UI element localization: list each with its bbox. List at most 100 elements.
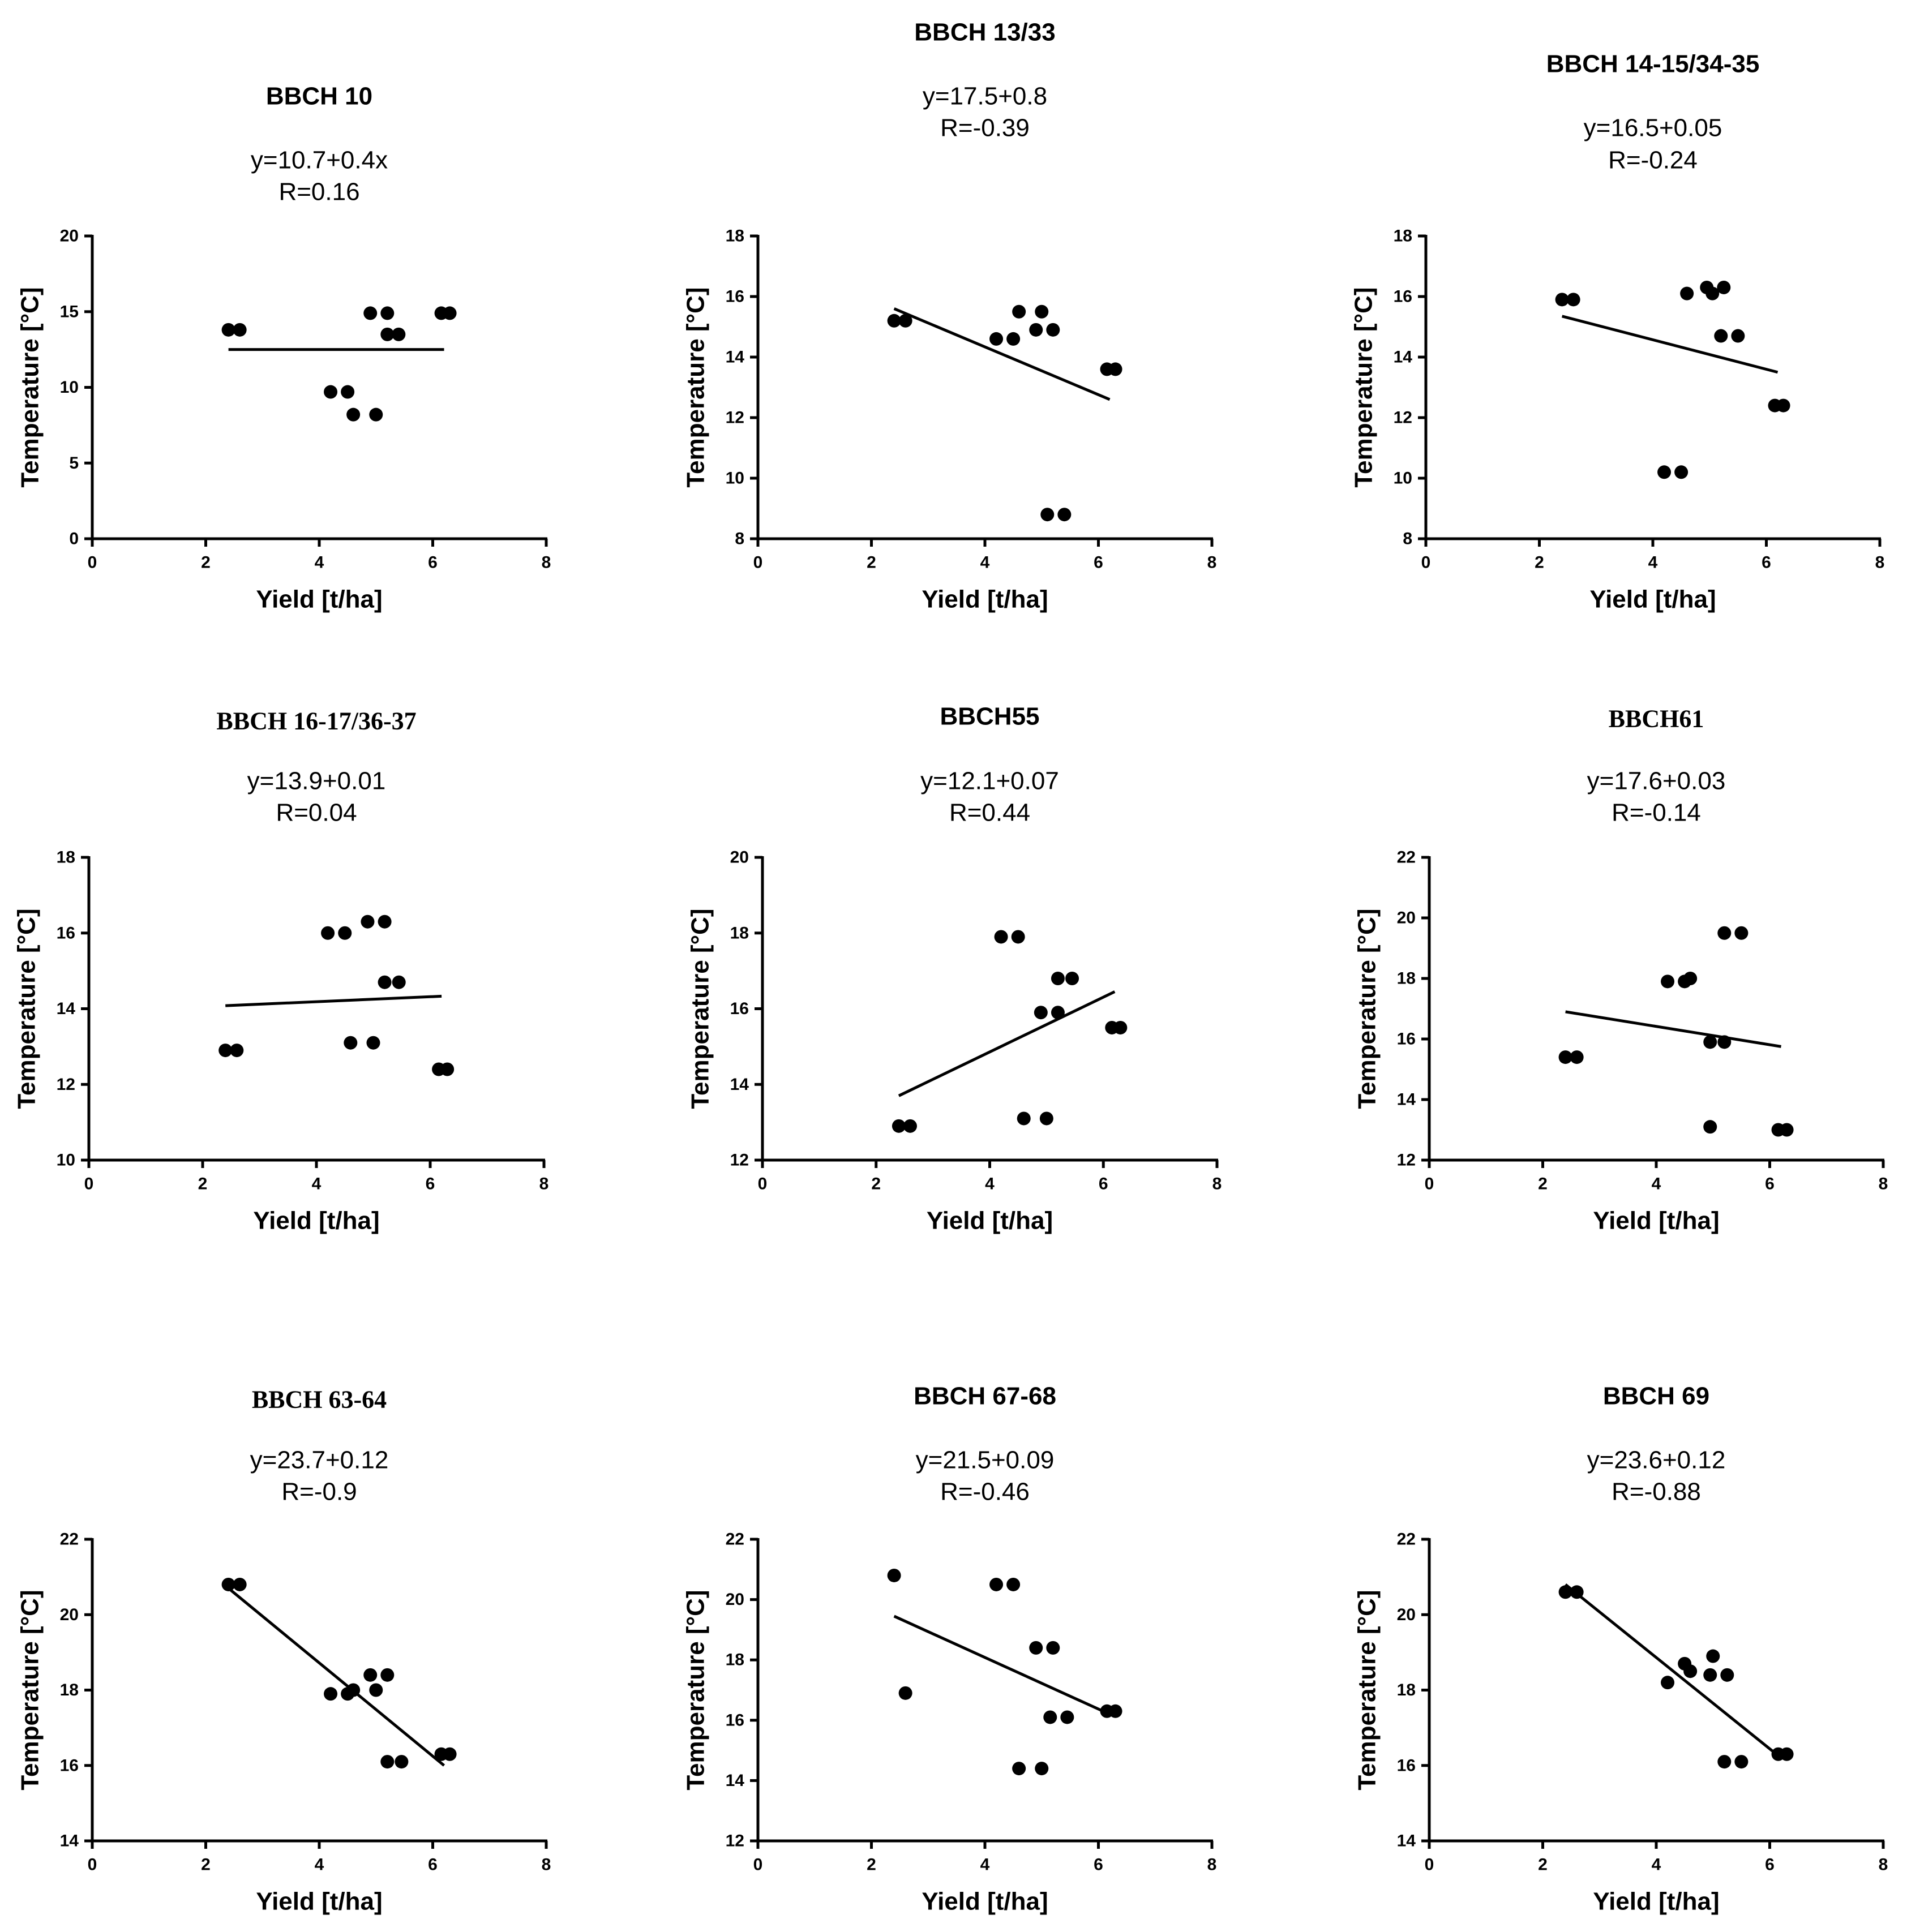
data-point xyxy=(392,327,406,341)
correlation-label: R=0.16 xyxy=(278,178,359,206)
x-axis-title: Yield [t/ha] xyxy=(256,1888,382,1916)
data-point xyxy=(380,1755,395,1769)
x-tick-label: 6 xyxy=(428,553,438,572)
y-tick-label: 16 xyxy=(730,999,749,1018)
y-tick-label: 16 xyxy=(60,1756,79,1775)
x-tick-label: 4 xyxy=(980,1856,990,1874)
data-point xyxy=(1717,926,1732,940)
x-tick-label: 4 xyxy=(312,1175,322,1193)
y-axis-title: Temperature [°C] xyxy=(1353,908,1381,1109)
regression-equation: y=17.5+0.8 xyxy=(923,83,1047,110)
x-tick-label: 2 xyxy=(198,1175,208,1193)
data-point xyxy=(221,323,235,337)
correlation-label: R=-0.46 xyxy=(940,1478,1030,1506)
chart-panel-7: BBCH 63-64 y=23.7+0.12 R=-0.9 0 2 4 6 8 14 16 18 20… xyxy=(16,1386,551,1916)
data-point xyxy=(994,930,1008,944)
y-tick-label: 5 xyxy=(69,454,79,473)
chart-panel-3: BBCH 14-15/34-35 y=16.5+0.05 R=-0.24 0 2 4 6 8 8… xyxy=(1350,50,1885,613)
data-point xyxy=(1558,1585,1572,1599)
y-tick-label: 0 xyxy=(69,530,79,548)
x-tick-label: 8 xyxy=(1212,1175,1222,1193)
data-point xyxy=(380,306,395,320)
y-axis-title: Temperature [°C] xyxy=(16,1590,44,1790)
x-tick-label: 2 xyxy=(201,1856,211,1874)
data-point xyxy=(1720,1668,1734,1682)
data-point xyxy=(1012,304,1026,319)
data-point xyxy=(887,1568,901,1582)
y-tick-label: 12 xyxy=(730,1151,749,1170)
y-tick-label: 20 xyxy=(730,848,749,867)
y-tick-label: 22 xyxy=(60,1530,79,1549)
chart-title: BBCH 16-17/36-37 xyxy=(216,707,416,735)
y-tick-label: 10 xyxy=(726,469,744,488)
data-point xyxy=(1043,1710,1057,1724)
data-point xyxy=(1683,1664,1698,1678)
data-point xyxy=(324,385,338,399)
data-point xyxy=(1017,1111,1031,1126)
chart-panel-2: BBCH 13/33 y=17.5+0.8 R=-0.39 0 2 4 6 8 8 10 12 14 1… xyxy=(682,19,1217,613)
y-axis-title: Temperature [°C] xyxy=(1353,1590,1381,1790)
x-tick-label: 0 xyxy=(753,553,763,572)
y-axis-title: Temperature [°C] xyxy=(682,1590,710,1790)
y-tick-label: 14 xyxy=(726,348,745,367)
x-tick-label: 0 xyxy=(1425,1175,1434,1193)
x-tick-label: 0 xyxy=(753,1856,763,1874)
x-axis-title: Yield [t/ha] xyxy=(922,586,1048,613)
x-tick-label: 6 xyxy=(1094,1856,1103,1874)
correlation-label: R=-0.9 xyxy=(281,1478,357,1506)
y-tick-label: 15 xyxy=(60,302,79,321)
y-tick-label: 18 xyxy=(60,1681,79,1699)
data-point xyxy=(1661,1676,1675,1690)
y-tick-label: 18 xyxy=(730,924,749,942)
y-tick-label: 18 xyxy=(1397,1681,1416,1699)
data-point xyxy=(1029,1641,1043,1655)
x-tick-label: 8 xyxy=(539,1175,549,1193)
x-tick-label: 6 xyxy=(1765,1175,1775,1193)
data-point xyxy=(378,975,392,989)
y-tick-label: 10 xyxy=(1394,469,1412,488)
data-point xyxy=(1040,508,1055,522)
data-point xyxy=(1780,1747,1794,1761)
data-point xyxy=(1717,1755,1732,1769)
data-point xyxy=(1057,508,1072,522)
chart-title: BBCH 14-15/34-35 xyxy=(1546,50,1760,78)
correlation-label: R=-0.88 xyxy=(1612,1478,1701,1506)
correlation-label: R=-0.14 xyxy=(1612,799,1701,827)
regression-equation: y=21.5+0.09 xyxy=(916,1446,1055,1474)
regression-line xyxy=(893,307,1111,401)
y-tick-label: 18 xyxy=(726,227,744,246)
data-point xyxy=(1012,1762,1026,1776)
data-point xyxy=(1717,1035,1732,1049)
x-axis-title: Yield [t/ha] xyxy=(922,1888,1048,1916)
x-axis-title: Yield [t/ha] xyxy=(1593,1207,1719,1235)
x-axis-title: Yield [t/ha] xyxy=(1589,586,1716,613)
data-point xyxy=(1680,286,1694,300)
data-point xyxy=(440,1062,455,1076)
y-tick-label: 16 xyxy=(1397,1030,1416,1049)
data-point xyxy=(1065,972,1079,985)
data-point xyxy=(443,306,457,320)
data-point xyxy=(1731,329,1745,343)
data-point xyxy=(1060,1710,1074,1724)
x-tick-label: 8 xyxy=(1879,1856,1888,1874)
data-point xyxy=(1034,1006,1048,1020)
data-point xyxy=(1570,1585,1584,1599)
data-point xyxy=(1703,1668,1717,1682)
y-tick-label: 22 xyxy=(726,1530,744,1549)
regression-equation: y=10.7+0.4x xyxy=(251,147,388,174)
x-tick-label: 6 xyxy=(1099,1175,1108,1193)
data-point xyxy=(1683,972,1698,985)
chart-title: BBCH55 xyxy=(940,703,1039,731)
data-point xyxy=(233,1577,247,1591)
y-axis-title: Temperature [°C] xyxy=(16,287,44,487)
y-tick-label: 20 xyxy=(1397,1605,1416,1624)
regression-equation: y=23.7+0.12 xyxy=(250,1446,389,1474)
chart-panel-1: BBCH 10 y=10.7+0.4x R=0.16 0 2 4 6 8 0 5 10 15 20 Yie… xyxy=(16,83,551,613)
x-tick-label: 4 xyxy=(1652,1175,1661,1193)
x-tick-label: 0 xyxy=(758,1175,768,1193)
data-point xyxy=(1029,323,1043,337)
regression-line xyxy=(1565,1583,1782,1759)
x-tick-label: 0 xyxy=(1425,1856,1434,1874)
y-tick-label: 18 xyxy=(57,848,75,867)
data-point xyxy=(378,915,392,929)
